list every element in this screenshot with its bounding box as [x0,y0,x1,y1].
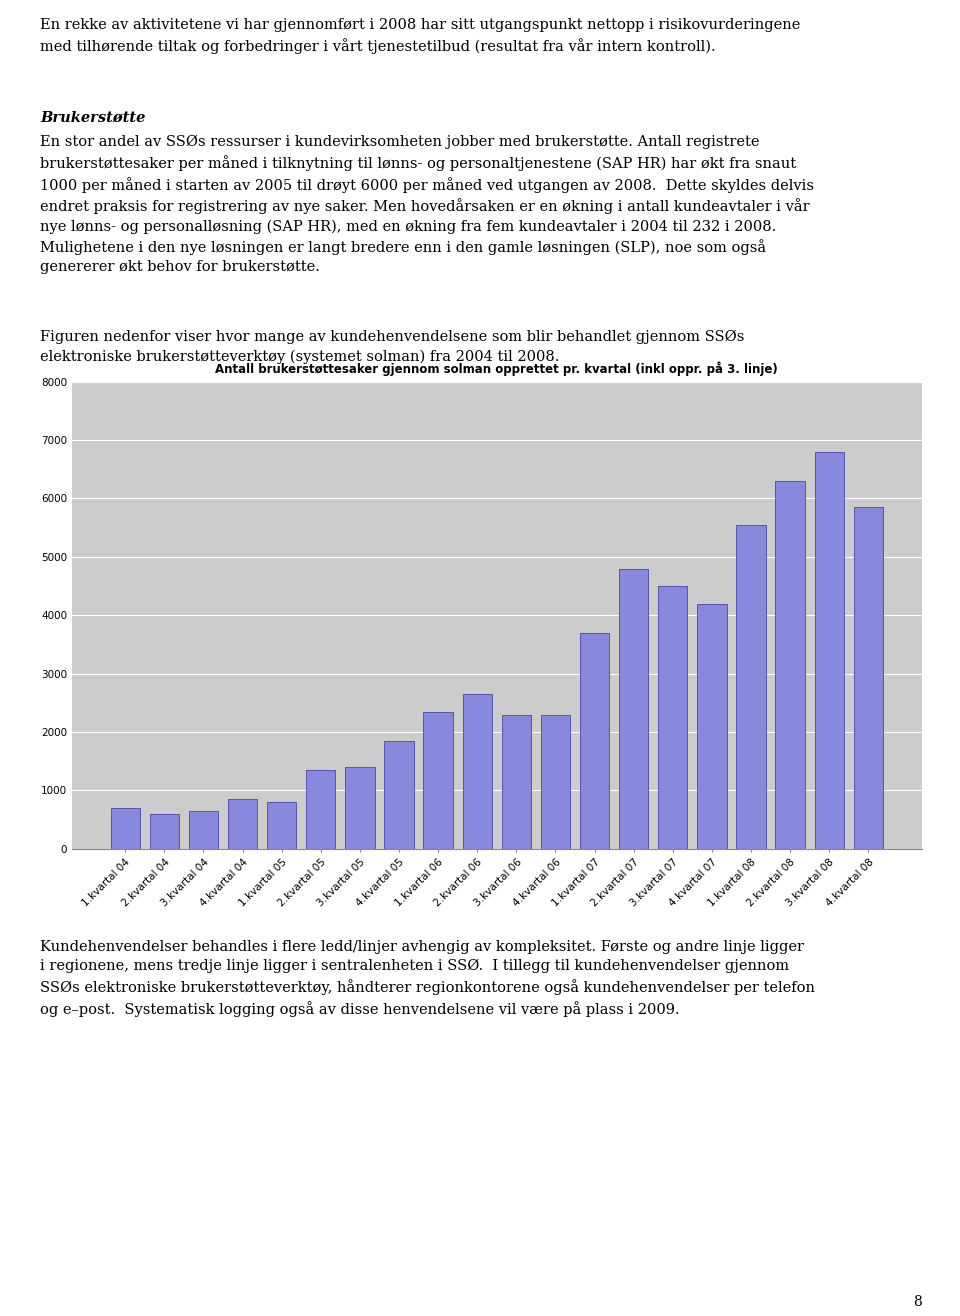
Bar [659,586,687,849]
Text: Brukerstøtte: Brukerstøtte [40,111,146,124]
Bar [267,803,297,849]
Bar [306,770,335,849]
Bar [853,507,883,849]
Title: Antall brukerstøttesaker gjennom solman opprettet pr. kvartal (inkl oppr. på 3. : Antall brukerstøttesaker gjennom solman … [215,362,779,376]
Bar [189,811,218,849]
Bar [228,799,257,849]
Text: Figuren nedenfor viser hvor mange av kundehenvendelsene som blir behandlet gjenn: Figuren nedenfor viser hvor mange av kun… [40,330,745,363]
Bar [580,633,610,849]
Bar [463,694,492,849]
Text: En rekke av aktivitetene vi har gjennomført i 2008 har sitt utgangspunkt nettopp: En rekke av aktivitetene vi har gjennomf… [40,18,801,54]
Bar [384,741,414,849]
Bar [736,525,766,849]
Bar [697,604,727,849]
Bar [346,767,374,849]
Bar [540,715,570,849]
Text: En stor andel av SSØs ressurser i kundevirksomheten jobber med brukerstøtte. Ant: En stor andel av SSØs ressurser i kundev… [40,136,814,274]
Bar [150,813,180,849]
Bar [619,569,648,849]
Text: Kundehenvendelser behandles i flere ledd/linjer avhengig av kompleksitet. Første: Kundehenvendelser behandles i flere ledd… [40,940,815,1016]
Bar [423,712,453,849]
Bar [814,451,844,849]
Bar [502,715,531,849]
Bar [776,480,804,849]
Bar [110,808,140,849]
Text: 8: 8 [913,1295,922,1309]
